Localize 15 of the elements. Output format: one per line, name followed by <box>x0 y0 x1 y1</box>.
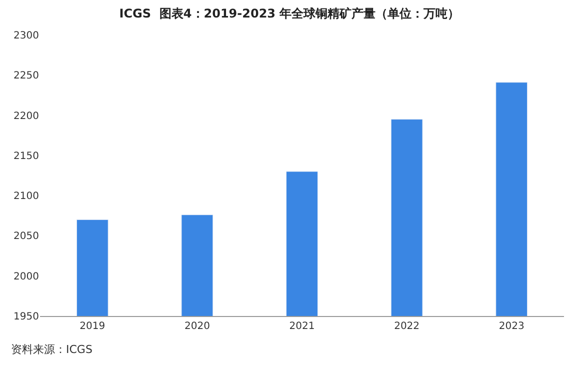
y-tick-label: 2300 <box>14 30 39 42</box>
x-tick-label: 2023 <box>498 321 524 332</box>
chart-title: ICGS 图表4：2019-2023 年全球铜精矿产量（单位：万吨） <box>119 6 460 21</box>
y-tick-label: 2100 <box>14 191 39 202</box>
x-tick-label: 2022 <box>394 321 420 332</box>
y-tick-label: 2050 <box>14 231 39 242</box>
x-tick-label: 2020 <box>184 321 210 332</box>
y-tick-label: 2200 <box>14 110 39 122</box>
x-tick-label: 2019 <box>80 321 106 332</box>
y-tick-label: 2000 <box>14 271 39 282</box>
x-tick-label: 2021 <box>289 321 315 332</box>
y-tick-label: 2250 <box>14 70 39 82</box>
text: 资料来源：ICGS <box>11 343 92 356</box>
y-tick-label: 1950 <box>14 312 39 322</box>
y-tick-label: 2150 <box>14 150 39 162</box>
